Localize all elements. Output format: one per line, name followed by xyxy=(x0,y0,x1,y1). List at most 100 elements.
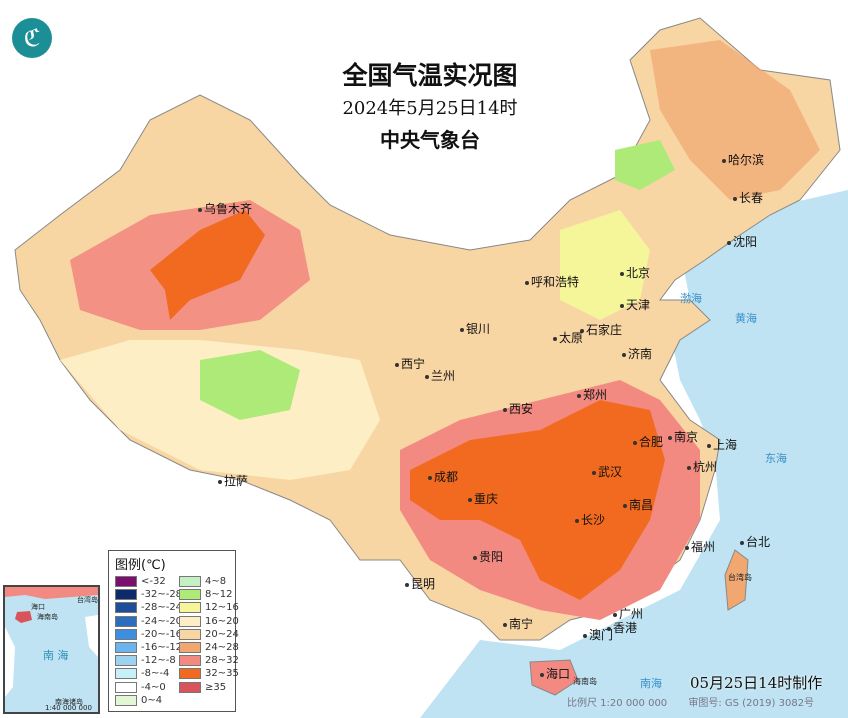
city-label: 南昌 xyxy=(623,496,653,513)
production-time: 05月25日14时制作 xyxy=(690,674,823,692)
legend-label: -20~-16 xyxy=(141,628,183,640)
inset-map xyxy=(5,587,98,697)
footer: 比例尺 1:20 000 000 审图号: GS (2019) 3082号 xyxy=(567,694,832,709)
legend-item: 28~32 xyxy=(173,654,239,667)
city-label: 台北 xyxy=(740,533,770,550)
legend-item: 12~16 xyxy=(173,601,239,614)
sea-label: 黄海 xyxy=(735,312,757,325)
legend-swatch xyxy=(115,628,137,640)
city-label: 昆明 xyxy=(405,575,435,592)
legend-item: -16~-12 xyxy=(109,641,182,654)
legend-label: -4~0 xyxy=(141,681,166,693)
legend-item: 16~20 xyxy=(173,615,239,628)
legend: 图例(℃) <-32 -32~-28 -28~-24 -24~-20 -20~-16 -1… xyxy=(108,550,239,712)
legend-item: ≥35 xyxy=(173,681,237,694)
sea-label: 南海 xyxy=(640,677,662,690)
south-china-sea-inset: 海口 海南岛 台湾岛 南 海 南海诸岛 1:40 000 000 xyxy=(3,585,100,714)
legend-item: -12~-8 xyxy=(109,654,176,667)
city-label: 沈阳 xyxy=(727,233,757,250)
legend-swatch xyxy=(179,681,201,693)
legend-item: -20~-16 xyxy=(109,628,182,641)
legend-item: 20~24 xyxy=(173,628,239,641)
legend-swatch xyxy=(179,655,201,667)
island-label: 台湾岛 xyxy=(728,573,752,582)
inset-islands: 南海诸岛 xyxy=(55,698,83,706)
scale-text: 比例尺 1:20 000 000 xyxy=(567,698,668,709)
city-label: 太原 xyxy=(553,329,583,346)
taiwan xyxy=(724,549,749,611)
legend-item: -32~-28 xyxy=(109,588,182,601)
cma-logo-icon: ℭ xyxy=(12,18,52,58)
city-label: 贵阳 xyxy=(473,548,503,565)
legend-item: -4~0 xyxy=(109,681,173,694)
city-label: 北京 xyxy=(620,264,650,281)
city-label: 香港 xyxy=(607,619,637,636)
temp-zone-8-12 xyxy=(200,350,300,420)
city-label: 西宁 xyxy=(395,355,425,372)
legend-label: 4~8 xyxy=(205,576,227,588)
city-label: 石家庄 xyxy=(580,321,622,338)
city-label: 上海 xyxy=(707,436,737,453)
island-label: 海南岛 xyxy=(573,677,597,686)
map-datetime: 2024年5月25日14时 xyxy=(342,98,518,119)
city-label: 杭州 xyxy=(687,458,717,475)
legend-label: 24~28 xyxy=(205,642,239,654)
sea-label: 渤海 xyxy=(680,292,702,305)
legend-label: 20~24 xyxy=(205,628,239,640)
city-label: 呼和浩特 xyxy=(525,273,579,290)
legend-label: 28~32 xyxy=(205,655,239,667)
legend-item: <-32 xyxy=(109,575,173,588)
legend-swatch xyxy=(115,681,137,693)
city-label: 西安 xyxy=(503,400,533,417)
legend-label: 16~20 xyxy=(205,615,239,627)
legend-swatch xyxy=(179,602,201,614)
city-label: 重庆 xyxy=(468,490,498,507)
city-label: 成都 xyxy=(428,468,458,485)
temp-zone-32-35 xyxy=(410,400,665,600)
legend-label: -32~-28 xyxy=(141,589,183,601)
legend-label: -8~-4 xyxy=(141,668,170,680)
legend-label: 0~4 xyxy=(141,694,163,706)
legend-swatch xyxy=(115,694,137,706)
legend-item: -8~-4 xyxy=(109,667,173,680)
legend-label: -12~-8 xyxy=(141,655,176,667)
temp-zone-32-35 xyxy=(150,210,265,320)
city-label: 拉萨 xyxy=(218,472,248,489)
legend-swatch xyxy=(115,589,137,601)
legend-column: <-32 -32~-28 -28~-24 -24~-20 -20~-16 -16~-12-… xyxy=(109,575,182,707)
legend-item: -24~-20 xyxy=(109,615,182,628)
legend-swatch xyxy=(179,642,201,654)
legend-label: -16~-12 xyxy=(141,642,183,654)
city-label: 长春 xyxy=(733,189,763,206)
city-label: 兰州 xyxy=(425,367,455,384)
map-issuer: 中央气象台 xyxy=(380,128,480,152)
legend-item: 24~28 xyxy=(173,641,239,654)
legend-swatch xyxy=(179,615,201,627)
inset-city: 海口 xyxy=(31,603,45,611)
city-label: 海口 xyxy=(540,665,570,682)
city-label: 合肥 xyxy=(633,433,663,450)
city-label: 济南 xyxy=(622,345,652,362)
city-label: 武汉 xyxy=(592,463,622,480)
inset-scale: 1:40 000 000 xyxy=(45,704,92,712)
legend-label: -28~-24 xyxy=(141,602,183,614)
sea-label: 东海 xyxy=(765,452,787,465)
legend-title: 图例(℃) xyxy=(115,558,166,573)
city-label: 哈尔滨 xyxy=(722,151,764,168)
legend-swatch xyxy=(179,576,201,588)
city-label: 银川 xyxy=(460,320,490,337)
city-label: 郑州 xyxy=(577,386,607,403)
legend-swatch xyxy=(115,615,137,627)
legend-item: 32~35 xyxy=(173,667,239,680)
legend-item: 4~8 xyxy=(173,575,237,588)
city-label: 南京 xyxy=(668,428,698,445)
legend-swatch xyxy=(115,668,137,680)
legend-item: 0~4 xyxy=(109,694,173,707)
legend-label: 12~16 xyxy=(205,602,239,614)
legend-label: <-32 xyxy=(141,576,166,588)
temp-zone-12-16 xyxy=(560,210,650,320)
legend-swatch xyxy=(115,642,137,654)
legend-label: 32~35 xyxy=(205,668,239,680)
legend-swatch xyxy=(179,628,201,640)
legend-item: 8~12 xyxy=(173,588,237,601)
